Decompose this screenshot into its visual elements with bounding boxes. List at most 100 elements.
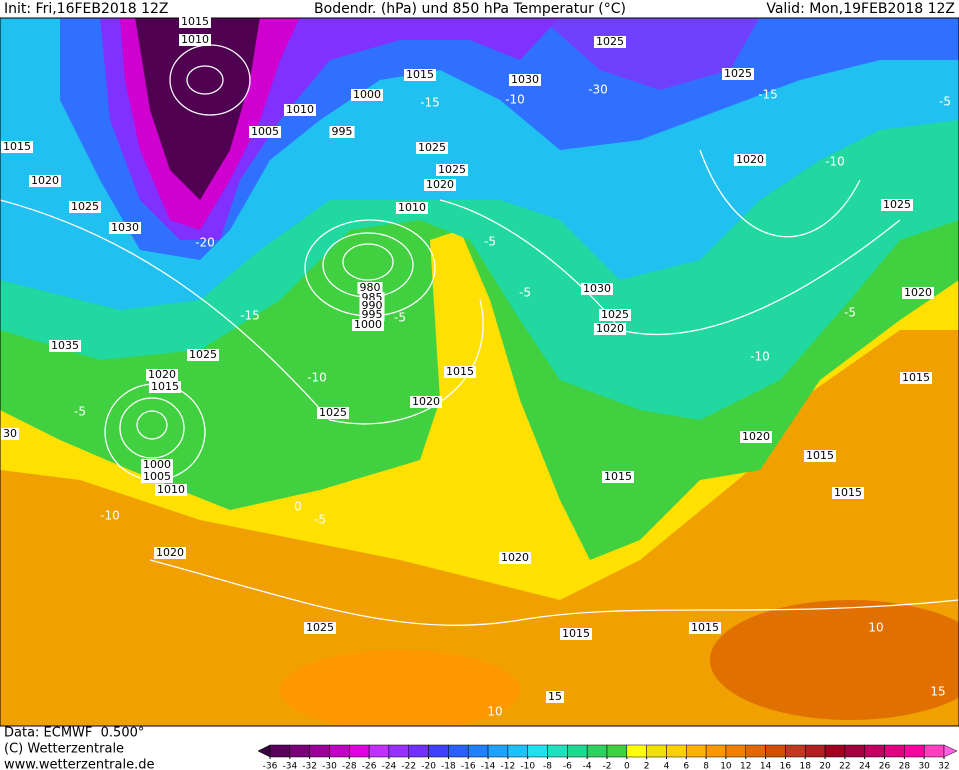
isobar-label-text: 1020 (148, 368, 176, 381)
isobar-label: 1015 (444, 365, 476, 378)
isobar-label: 1015 (560, 627, 592, 640)
isobar-label-box (509, 74, 541, 86)
isobar-label: 1025 (722, 67, 754, 80)
isobar (342, 243, 394, 281)
isobar-label: 1030 (509, 73, 541, 86)
isobar-label-text: 1020 (412, 395, 440, 408)
temperature-label: -10 (750, 350, 770, 364)
colorbar-bin (408, 744, 429, 758)
temperature-label: -5 (74, 405, 86, 419)
colorbar-tick-label: -8 (543, 762, 552, 770)
temperature-label: 10 (487, 705, 502, 719)
isobar-label-text: 1005 (251, 125, 279, 138)
colorbar-bin (923, 744, 945, 758)
isobar-label: 1015 (804, 449, 836, 462)
isobar-label: 1020 (594, 322, 626, 335)
isobar-label: 1015 (149, 380, 181, 393)
isobar-label-text: 1020 (736, 153, 764, 166)
colorbar-bin (705, 744, 727, 758)
colorbar-bin (686, 744, 707, 758)
isobar-label-text: 1020 (31, 174, 59, 187)
isobar-label-box (410, 396, 442, 408)
isobar-label: 1020 (410, 395, 442, 408)
colorbar-tick-label: 0 (624, 762, 630, 770)
colorbar-tick-label: 22 (839, 762, 850, 770)
isobar-label: 1000 (141, 458, 173, 471)
colorbar-bin (785, 744, 806, 758)
colorbar-bin (725, 744, 747, 758)
isobar-label-box (902, 287, 934, 299)
temperature-field-warm (710, 600, 959, 720)
isobar (186, 65, 224, 95)
isobar-label: 1000 (351, 88, 383, 101)
isobar-label-box (594, 36, 626, 48)
isobar-label-text: 1015 (406, 68, 434, 81)
isobar-label-text: 1010 (157, 483, 185, 496)
website: www.wetterzentrale.de (4, 758, 154, 770)
isobar-label-text: 1015 (562, 627, 590, 640)
colorbar-bin (904, 744, 925, 758)
isobar-label-box (734, 154, 766, 166)
temperature-label: -20 (195, 236, 215, 250)
colorbar-tick-label: 28 (899, 762, 911, 770)
temperature-label: -5 (484, 235, 496, 249)
temperature-field-purple (135, 18, 260, 200)
isobar-label-text: 1000 (143, 458, 171, 471)
isobar-label-text: 1015 (691, 621, 719, 634)
isobar-label: 1015 (404, 68, 436, 81)
colorbar-bin (804, 744, 826, 758)
isobar-label: 1015 (832, 486, 864, 499)
isobar-label-text: 1025 (189, 348, 217, 361)
colorbar-bin (349, 744, 370, 758)
colorbar-tick-label: 24 (859, 762, 871, 770)
isobar-label-box (499, 552, 531, 564)
isobar-label-text: 1020 (596, 322, 624, 335)
isobar-label-box (284, 104, 316, 116)
colorbar-bin (448, 744, 469, 758)
isobar-label: 1025 (187, 348, 219, 361)
isobar (149, 559, 959, 626)
isobar-label: 1020 (424, 178, 456, 191)
isobar-label: 1020 (154, 546, 186, 559)
colorbar-tick-label: -12 (501, 762, 516, 770)
isobar-label-box (69, 201, 101, 213)
data-source: Data: ECMWF 0.500° (4, 726, 144, 741)
isobar-label: 1025 (599, 308, 631, 321)
isobar-label-box (1, 428, 19, 440)
colorbar-bin (646, 744, 667, 758)
isobar-label-box (436, 164, 468, 176)
isobar-label-box (154, 547, 186, 559)
isobar-label-box (351, 89, 383, 101)
isobar-label-box (149, 381, 181, 393)
temperature-label: -5 (519, 286, 531, 300)
isobar-label-box (141, 459, 173, 471)
colorbar-bin (309, 744, 330, 758)
temperature-field-warm (280, 650, 520, 726)
colorbar-tick-label: -6 (563, 762, 572, 770)
colorbar-tick-label: -28 (342, 762, 357, 770)
isobar-label-box (304, 622, 336, 634)
isobar-label-text: 1010 (181, 33, 209, 46)
isobar-label: 1020 (146, 368, 178, 381)
isobar-label-text: 1020 (742, 430, 770, 443)
isobar-label-text: 1025 (438, 163, 466, 176)
isobar-label-text: 1015 (902, 371, 930, 384)
isobar-label-text: 1020 (501, 551, 529, 564)
isobar-label-box (444, 366, 476, 378)
isobar-label-box (832, 487, 864, 499)
isobar-label-box (141, 471, 173, 483)
isobar-label: 1030 (581, 282, 613, 295)
isobar-label: 1020 (499, 551, 531, 564)
isobar-label-text: 30 (3, 427, 17, 440)
isobar-label-box (602, 471, 634, 483)
isobar-label: 1025 (436, 163, 468, 176)
isobar (699, 149, 861, 238)
colorbar-bin (527, 744, 548, 758)
colorbar-tick-label: -2 (603, 762, 612, 770)
isobar-label-box (352, 319, 384, 331)
isobar-label-text: 1025 (71, 200, 99, 213)
isobar-label-text: 995 (362, 308, 383, 321)
isobar-label-text: 1015 (806, 449, 834, 462)
temperature-label: -15 (240, 309, 260, 323)
